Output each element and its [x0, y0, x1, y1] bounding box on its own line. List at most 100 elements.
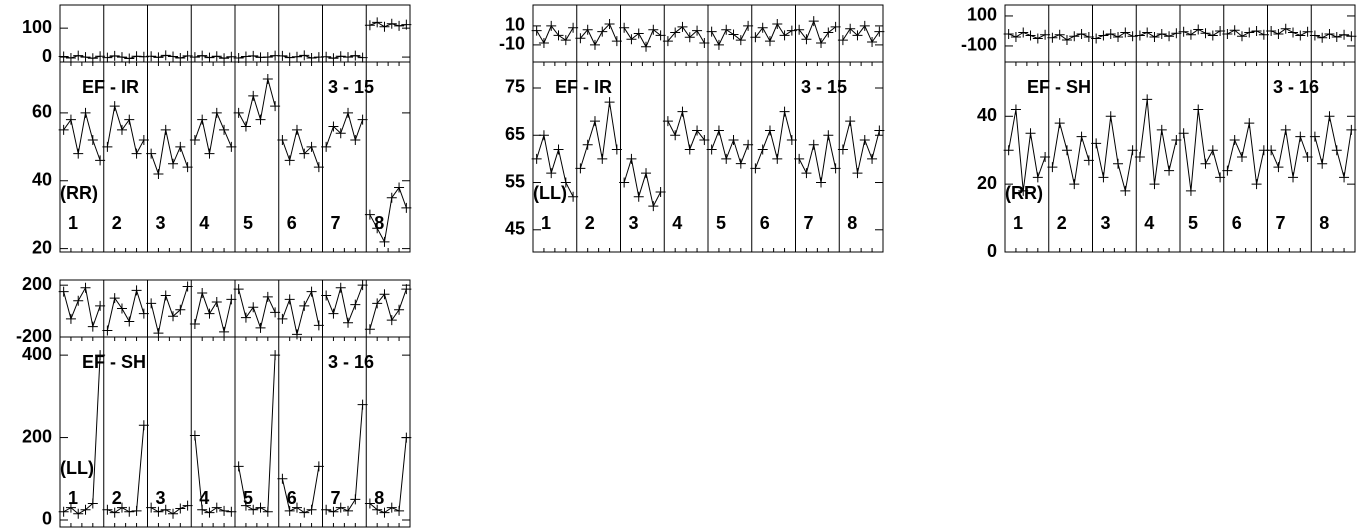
- amp-point: [364, 209, 375, 220]
- amp-point: [1236, 152, 1247, 162]
- amp-point: [1105, 111, 1116, 122]
- polarization-label: (RR): [60, 183, 98, 203]
- baseline-number: 3 - 15: [801, 77, 847, 97]
- amp-point: [1244, 118, 1255, 129]
- segment-label: 5: [716, 213, 726, 233]
- phase-line: [711, 25, 749, 46]
- amp-tick-label: 60: [32, 102, 52, 122]
- amp-point: [1164, 165, 1175, 176]
- segment-label: 4: [199, 213, 209, 233]
- phase-point: [728, 29, 739, 40]
- amp-point: [692, 125, 703, 136]
- phase-point: [350, 50, 361, 61]
- segment-label: 6: [1232, 213, 1242, 233]
- phase-tick-label: 100: [22, 17, 52, 37]
- phase-point: [692, 25, 703, 36]
- phase-point: [1054, 29, 1065, 40]
- amp-point: [233, 107, 244, 118]
- amp-point: [160, 124, 171, 135]
- segment-label: 2: [585, 213, 595, 233]
- segment-label: 7: [331, 488, 341, 508]
- amp-line: [623, 158, 662, 208]
- phase-point: [1156, 28, 1167, 39]
- amp-line: [711, 128, 749, 166]
- phase-point: [1266, 25, 1277, 36]
- amp-point: [1229, 135, 1240, 146]
- amp-line: [579, 102, 618, 169]
- amp-point: [153, 168, 164, 179]
- amp-point: [321, 504, 332, 515]
- amp-point: [343, 505, 354, 516]
- phase-point: [845, 23, 856, 34]
- amp-line: [1095, 116, 1134, 192]
- amp-point: [153, 506, 164, 517]
- amp-point: [1142, 94, 1153, 105]
- phase-point: [1339, 29, 1350, 40]
- phase-point: [604, 19, 615, 29]
- amp-point: [401, 432, 412, 443]
- phase-point: [386, 18, 397, 29]
- amp-point: [109, 507, 120, 518]
- phase-point: [219, 326, 230, 337]
- phase-point: [372, 298, 383, 309]
- segment-label: 7: [331, 213, 341, 233]
- phase-point: [58, 286, 69, 297]
- amp-point: [204, 148, 215, 159]
- amp-point: [1251, 179, 1262, 190]
- segment-label: 6: [287, 488, 297, 508]
- amp-point: [65, 502, 76, 513]
- amp-point: [124, 506, 135, 517]
- amp-point: [1295, 131, 1306, 142]
- amp-point: [1098, 172, 1109, 183]
- phase-point: [1149, 31, 1160, 42]
- phase-point: [240, 312, 251, 323]
- phase-point: [116, 52, 127, 63]
- phase-point: [1003, 28, 1014, 39]
- phase-point: [335, 282, 346, 293]
- phase-point: [58, 51, 69, 62]
- amp-point: [131, 148, 142, 159]
- phase-point: [394, 20, 405, 31]
- amp-line: [150, 129, 189, 176]
- amp-point: [401, 202, 412, 213]
- amp-point: [372, 504, 383, 515]
- amp-point: [116, 124, 127, 135]
- amp-point: [633, 191, 644, 202]
- amp-point: [146, 502, 157, 513]
- segment-label: 2: [112, 488, 122, 508]
- phase-point: [291, 329, 302, 340]
- amp-point: [394, 182, 405, 193]
- baseline-number: 3 - 16: [1273, 77, 1319, 97]
- amp-point: [284, 155, 295, 166]
- amp-point: [1113, 158, 1124, 169]
- amp-point: [641, 168, 652, 179]
- amp-tick-label: 200: [22, 426, 52, 446]
- phase-line: [842, 24, 880, 44]
- phase-point: [721, 24, 732, 35]
- phase-point: [538, 38, 549, 48]
- amp-point: [335, 502, 346, 513]
- amp-point: [299, 507, 310, 518]
- phase-point: [1346, 31, 1357, 42]
- segment-label: 1: [1013, 213, 1023, 233]
- amp-point: [189, 430, 200, 441]
- phase-point: [764, 36, 775, 47]
- segment-label: 5: [1188, 213, 1198, 233]
- amp-point: [728, 134, 739, 145]
- amp-point: [764, 125, 775, 136]
- phase-point: [706, 26, 717, 37]
- amp-line: [63, 112, 101, 161]
- amp-tick-label: 0: [42, 509, 52, 529]
- amp-point: [553, 144, 564, 155]
- amp-point: [350, 494, 361, 505]
- amp-point: [531, 153, 542, 164]
- amp-point: [262, 506, 273, 517]
- phase-point: [116, 303, 127, 314]
- amp-point: [1054, 118, 1065, 129]
- amp-point: [1149, 179, 1160, 190]
- phase-point: [619, 22, 630, 33]
- phase-point: [662, 36, 673, 47]
- amp-line: [1183, 109, 1221, 191]
- amp-point: [87, 135, 98, 146]
- phase-point: [1164, 31, 1175, 42]
